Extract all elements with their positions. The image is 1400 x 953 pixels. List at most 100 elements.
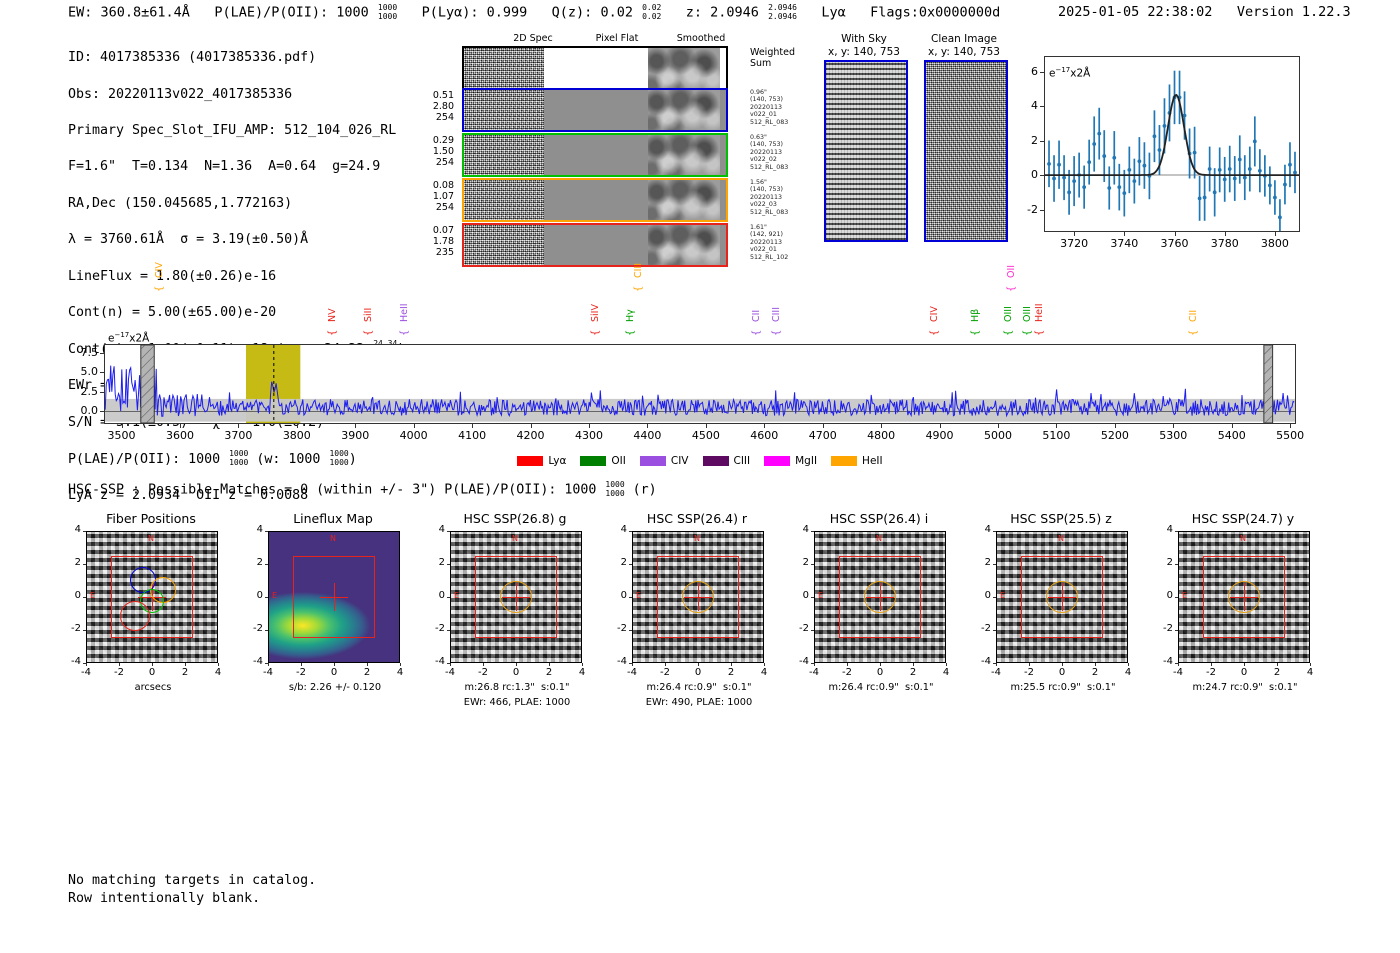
ew-value: 360.8±61.4Å [100,4,190,21]
x-tick-label: 4300 [574,429,603,442]
x-tick-label: 3720 [1060,237,1089,250]
x-tick-label: 5200 [1100,429,1129,442]
x-tick-label: 4400 [633,429,662,442]
info-plae-line: P(LAE)/P(OII): 1000 1000 1000 (w: 1000 10… [68,449,357,467]
row-stats-left: 0.07 1.78 235 [432,225,454,258]
y-tick-label: 6 [1031,64,1038,78]
photometry-aperture-circle [1046,581,1078,613]
ion-brace: { [969,329,981,336]
cutout-x-tick [880,663,881,666]
cutout-x-tick-label: 0 [330,667,338,678]
two-d-spectrum-row[interactable] [462,223,728,267]
x-tick-label: 3700 [224,429,253,442]
aperture-square [111,556,193,638]
cutout-y-tick [83,663,86,664]
ion-label: SiII [362,307,374,322]
cutout-y-tick-label: -4 [253,656,263,667]
info-line: LineFlux = 1.80(±0.26)e-16 [68,268,277,284]
ion-brace: { [362,329,374,336]
x-tick [296,424,298,428]
legend-swatch [764,456,791,466]
header-timestamp-version: 2025-01-05 22:38:02 Version 1.22.3 [1058,4,1351,20]
cutout-x-tick-label: -2 [114,667,124,678]
cutout-y-tick [1175,531,1178,532]
compass-north-label: N [694,534,700,543]
cutout-x-tick-label: -2 [478,667,488,678]
ion-label: NV [327,308,339,322]
ion-brace: { [770,329,782,336]
with-sky-title: With Sky x, y: 140, 753 [828,33,900,58]
two-d-spectrum-row[interactable] [462,178,728,222]
info-line: Obs: 20220113v022_4017385336 [68,86,293,102]
x-tick [1173,424,1175,428]
cutout-x-tick-label: 4 [760,667,768,678]
cutout-x-tick [1244,663,1245,666]
cutout-y-tick-label: 4 [438,524,445,535]
fiber-circle-red [120,601,150,631]
cutout-title: HSC SSP(25.5) z [1010,511,1112,526]
aperture-square [839,556,921,638]
cutout-x-tick [152,663,153,666]
cutout-y-tick-label: 0 [802,590,809,601]
cutout-caption: arcsecs [134,682,172,693]
cutout-y-tick [83,564,86,565]
cutout-y-tick-label: 2 [256,557,263,568]
redshift-line: LyA z = 2.0934 OII z = 0.0088 [68,488,309,504]
x-tick-label: 3800 [1260,237,1289,250]
legend-swatch [831,456,858,466]
compass-east-label: E [1000,591,1006,600]
cutout-x-tick [1310,663,1311,666]
legend-swatch [639,456,666,466]
cutout-y-tick [447,531,450,532]
ion-label: HeII [1033,303,1045,322]
cutout-y-tick-label: 0 [438,590,445,601]
with-sky-image[interactable] [824,60,908,242]
legend-swatch [702,456,729,466]
cutout-x-tick [731,663,732,666]
cutout-caption: m:25.5 rc:0.9" s:0.1" [1010,682,1116,693]
cutout-image[interactable] [814,531,946,663]
ion-label: OIII [1003,306,1015,322]
cutout-x-tick [185,663,186,666]
cutout-x-tick [665,663,666,666]
cutout-x-tick [1128,663,1129,666]
cutout-x-tick [549,663,550,666]
fit-plot-axes [1044,56,1300,232]
row-meta-right: 0.96" (140, 753) 20220113 v022_01 512_RL… [750,89,789,126]
ion-brace: { [632,285,644,292]
x-tick [588,424,590,428]
compass-north-label: N [512,534,518,543]
cutout-x-tick-label: -2 [296,667,306,678]
cutout-image[interactable] [996,531,1128,663]
cutout-title: HSC SSP(26.4) i [829,511,929,526]
x-tick [764,424,766,428]
cutout-y-tick [447,663,450,664]
flux-unit-label: e−17x2Å [1049,65,1091,80]
center-crosshair [334,583,335,611]
x-tick [413,424,415,428]
ion-brace: { [1033,329,1045,336]
compass-north-label: N [148,534,154,543]
y-tick [100,372,104,374]
spectrum-legend: Lyα OII CIV CIII MgII HeII [0,455,1400,467]
compass-east-label: E [818,591,824,600]
cutout-title: HSC SSP(26.8) g [463,511,567,526]
x-tick [1290,424,1292,428]
clean-image[interactable] [924,60,1008,242]
two-d-spectrum-row[interactable] [462,133,728,177]
x-tick-label: 4700 [808,429,837,442]
ion-brace: { [153,285,165,292]
cutout-x-tick-label: -4 [263,667,273,678]
cutout-y-tick-label: -2 [617,623,627,634]
two-d-spectrum-row[interactable] [462,88,728,132]
x-tick-label: 5100 [1042,429,1071,442]
x-tick-label: 4800 [867,429,896,442]
photometry-aperture-circle [864,581,896,613]
x-tick [1114,424,1116,428]
cutout-y-tick-label: -2 [799,623,809,634]
cutout-x-tick-label: 4 [1124,667,1132,678]
cutout-y-tick [265,531,268,532]
cutout-x-tick-label: -2 [842,667,852,678]
ion-brace: { [928,329,940,336]
ion-label: CIII [632,262,644,278]
